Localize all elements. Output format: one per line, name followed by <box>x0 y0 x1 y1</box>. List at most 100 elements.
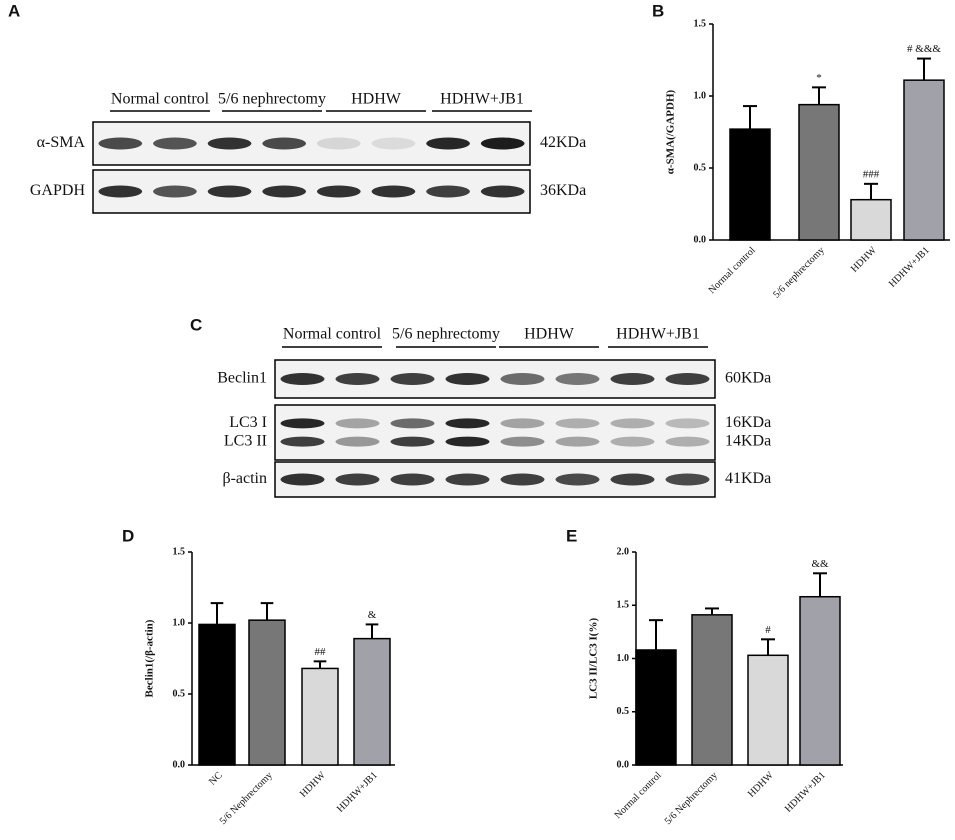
protein-label: β-actin <box>222 470 267 487</box>
x-tick-label: HDHW <box>298 770 328 800</box>
blot-band <box>390 436 435 447</box>
blot-band <box>480 137 525 150</box>
bar <box>635 649 677 766</box>
blot-band <box>390 473 435 486</box>
y-axis-label: LC3 II/LC3 I(%) <box>588 618 600 700</box>
blot-band <box>665 473 710 486</box>
y-tick-label: 1.0 <box>173 617 186 628</box>
blot-band <box>555 373 600 385</box>
blot-band <box>390 418 435 429</box>
significance-label: & <box>368 609 377 621</box>
blot-band <box>480 185 525 198</box>
blot-band <box>665 373 710 385</box>
bar <box>353 637 391 766</box>
blot-band <box>316 137 361 150</box>
bar <box>198 623 236 766</box>
blot-band <box>390 373 435 385</box>
blot-band <box>665 436 710 447</box>
blot-band <box>207 137 252 150</box>
protein-label: LC3 I <box>229 414 267 431</box>
blot-band <box>335 373 380 385</box>
blot-band <box>500 436 545 447</box>
blot-band <box>610 418 655 429</box>
blot-band <box>555 436 600 447</box>
x-tick-label: HDHW <box>746 770 776 800</box>
blot-band <box>610 473 655 486</box>
bar <box>691 614 733 766</box>
blot-band <box>555 473 600 486</box>
y-tick-label: 0.5 <box>617 706 630 717</box>
size-label: 41KDa <box>725 470 771 487</box>
blot-band <box>98 185 143 198</box>
y-tick-label: 0.0 <box>173 759 186 770</box>
panel-letter: E <box>566 526 577 545</box>
significance-label: * <box>816 72 822 84</box>
group-label: Normal control <box>283 326 382 343</box>
blot-band <box>316 185 361 198</box>
significance-label: && <box>811 558 829 570</box>
blot-band <box>445 373 490 385</box>
size-label: 42KDa <box>540 134 586 151</box>
blot-band <box>207 185 252 198</box>
y-tick-label: 0.0 <box>617 759 630 770</box>
panel-letter: A <box>8 1 20 20</box>
blot-strip <box>274 404 716 461</box>
significance-label: ## <box>315 646 327 658</box>
y-axis-label: Beclin1(/β-actin) <box>144 619 156 697</box>
blot-band <box>335 436 380 447</box>
bar <box>799 595 841 766</box>
blot-band <box>445 436 490 447</box>
panel-letter: C <box>190 315 202 334</box>
y-tick-label: 1.5 <box>694 18 707 29</box>
bar <box>798 103 840 241</box>
group-label: HDHW+JB1 <box>616 326 700 343</box>
x-tick-label: 5/6 Nephrectomy <box>218 770 275 827</box>
x-tick-label: NC <box>207 770 225 788</box>
blot-band <box>153 137 197 150</box>
blot-band <box>500 473 545 486</box>
blot-band <box>555 418 600 429</box>
group-label: HDHW <box>351 91 402 108</box>
x-tick-label: HDHW+JB1 <box>887 245 932 290</box>
protein-label: α-SMA <box>37 134 86 151</box>
bar <box>729 128 771 241</box>
x-tick-label: HDHW+JB1 <box>335 770 380 815</box>
y-tick-label: 1.5 <box>617 600 630 611</box>
x-tick-label: 5/6 Nephrectomy <box>663 770 720 827</box>
x-tick-label: 5/6 nephrectomy <box>771 245 826 300</box>
significance-label: ### <box>863 168 880 180</box>
significance-label: # &&& <box>907 43 941 55</box>
group-label: HDHW <box>524 326 575 343</box>
y-tick-label: 1.0 <box>617 653 630 664</box>
bar <box>248 619 286 766</box>
panel-letter: D <box>122 526 134 545</box>
blot-band <box>280 418 325 429</box>
y-tick-label: 1.0 <box>694 90 707 101</box>
group-label: 5/6 nephrectomy <box>218 91 326 108</box>
blot-band <box>500 418 545 429</box>
blot-band <box>153 185 197 198</box>
blot-band <box>610 373 655 385</box>
blot-band <box>280 473 325 486</box>
panel-letter: B <box>652 1 664 20</box>
x-tick-label: Normal control <box>613 770 664 821</box>
x-tick-label: HDHW+JB1 <box>783 770 828 815</box>
group-label: HDHW+JB1 <box>440 91 524 108</box>
blot-band <box>665 418 710 429</box>
blot-band <box>335 473 380 486</box>
size-label: 16KDa <box>725 414 771 431</box>
blot-band <box>280 373 325 385</box>
protein-label: GAPDH <box>30 182 86 199</box>
x-tick-label: Normal control <box>707 245 758 296</box>
protein-label: LC3 II <box>224 432 267 449</box>
blot-band <box>445 473 490 486</box>
blot-band <box>426 185 470 198</box>
blot-band <box>371 137 416 150</box>
y-tick-label: 2.0 <box>617 546 630 557</box>
blot-band <box>426 137 470 150</box>
bar <box>903 79 945 241</box>
y-tick-label: 0.5 <box>694 162 707 173</box>
blot-band <box>262 185 307 198</box>
